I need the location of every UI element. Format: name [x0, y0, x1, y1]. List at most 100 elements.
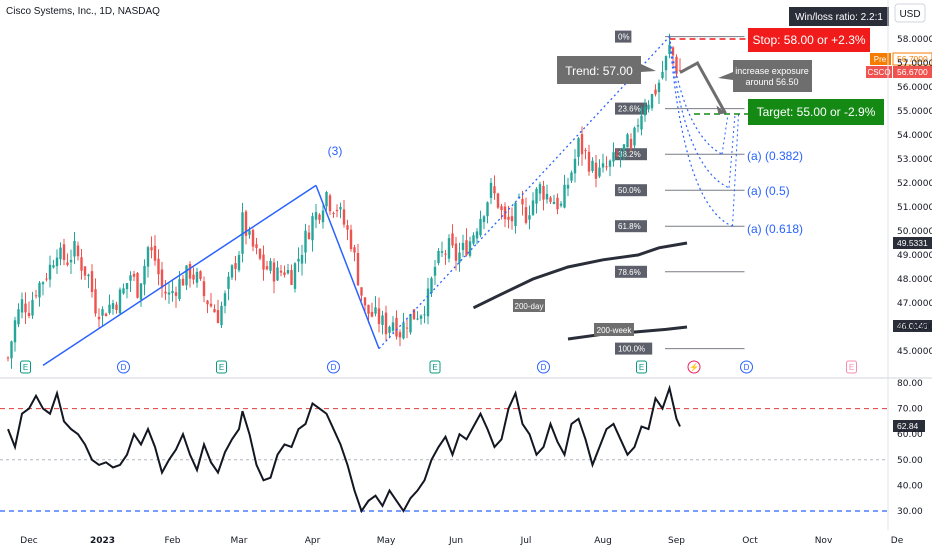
candle-body [265, 266, 269, 270]
candle-body [62, 244, 66, 260]
candle-body [276, 267, 279, 281]
candle-body [559, 203, 563, 206]
event-marker-label: E [23, 363, 28, 372]
candle-body [381, 315, 384, 325]
candle-body [493, 186, 496, 194]
fibonacci-levels: 0% 23.6% 38.2% 50.0% 61.8% 78.6% 100.0% [615, 30, 745, 355]
dividend-marker [740, 360, 753, 374]
candle-body [661, 71, 664, 79]
event-marker-label: E [639, 363, 644, 372]
candle-body [657, 82, 661, 93]
candle-body [643, 107, 647, 116]
currency-label: USD [899, 9, 920, 20]
candle-body [34, 295, 38, 297]
fib-label-box [615, 148, 647, 161]
candle-body [454, 243, 458, 261]
overlays [42, 36, 739, 367]
time-tick-label: Dec [20, 536, 37, 546]
candle-body [374, 307, 377, 314]
candle-body [48, 264, 52, 280]
candle-body [262, 254, 265, 270]
candle-body [171, 290, 174, 294]
svg-text:200-day: 200-day [515, 302, 544, 311]
candle-body [416, 318, 419, 320]
candle-body [129, 275, 132, 281]
time-tick-label: Nov [815, 536, 833, 546]
exposure-arrow [679, 60, 727, 115]
candle-body [108, 304, 111, 313]
candle-body [549, 197, 552, 202]
candle-body [293, 263, 297, 289]
event-marker-label: D [744, 363, 750, 372]
candle-body [73, 240, 76, 257]
price-tick-label: 54.0000 [897, 131, 932, 141]
candle-body [202, 281, 206, 297]
candle-body [290, 270, 293, 285]
candle-body [514, 202, 517, 226]
time-tick-label: Feb [165, 536, 181, 546]
candle-body [325, 191, 328, 207]
a-0382-label: (a) (0.382) [747, 149, 803, 163]
candle-body [297, 258, 300, 262]
price-tick-label: 50.0000 [897, 227, 932, 237]
candle-body [647, 104, 650, 110]
earnings-marker [20, 360, 31, 374]
fib-label: 38.2% [618, 150, 641, 159]
pre-price-tag: Pre 56.7000 [870, 52, 932, 66]
candle-body [542, 185, 545, 200]
exposure-arrowhead [716, 105, 726, 115]
candle-body [269, 261, 272, 271]
currency-button[interactable]: USD [894, 3, 926, 23]
candle-body [654, 89, 657, 95]
candle-body [97, 316, 101, 320]
fib-label: 78.6% [618, 268, 641, 277]
price-tick-label: 56.0000 [897, 83, 932, 93]
candle-body [535, 188, 538, 204]
candle-body [577, 138, 580, 157]
time-tick-label: Mar [231, 536, 248, 546]
candle-body [440, 251, 444, 253]
candle-body [573, 158, 577, 174]
rsi-tick-label: 60.00 [897, 430, 923, 440]
candle-body [17, 309, 20, 325]
increase-text-2: around 56.50 [745, 77, 798, 87]
price-tick-label: 49.0000 [897, 251, 932, 261]
event-marker-label: E [432, 363, 437, 372]
candle-body [339, 206, 342, 210]
candle-body [465, 240, 468, 256]
candle-body [38, 282, 41, 298]
svg-text:49.5331: 49.5331 [897, 238, 928, 248]
candle-body [664, 56, 668, 71]
time-tick-label: Apr [305, 536, 321, 546]
candle-body [671, 47, 675, 56]
candle-body [342, 209, 346, 225]
rsi-pane [0, 384, 888, 514]
candle-body [668, 44, 671, 54]
event-marker-label: E [849, 363, 854, 372]
candle-body [143, 265, 146, 285]
price-tick-label: 52.0000 [897, 179, 932, 189]
svg-text:CSCO: CSCO [867, 68, 890, 77]
stop-label: Stop: 58.00 or +2.3% [748, 28, 870, 52]
price-tick-label: 57.0000 [897, 59, 932, 69]
stop-text: Stop: 58.00 or +2.3% [752, 33, 865, 47]
candle-body [412, 309, 416, 320]
event-marker-label: D [541, 363, 547, 372]
event-marker-label: D [331, 363, 337, 372]
candle-body [370, 311, 374, 317]
candle-body [675, 56, 678, 74]
candle-body [391, 322, 395, 331]
candle-body [283, 272, 286, 275]
candle-body [650, 94, 654, 109]
candle-body [230, 265, 234, 278]
candle-body [6, 357, 10, 359]
candle-body [248, 230, 251, 235]
candle-body [188, 263, 192, 279]
candle-body [258, 249, 262, 259]
ma-200-week-line [567, 325, 688, 341]
price-tick-label: 46.0000 [897, 323, 932, 333]
wave-3-label: (3) [328, 144, 343, 158]
projection-return [732, 114, 739, 227]
ma-200-week-label: 200-week [594, 323, 634, 336]
candle-body [27, 312, 31, 316]
